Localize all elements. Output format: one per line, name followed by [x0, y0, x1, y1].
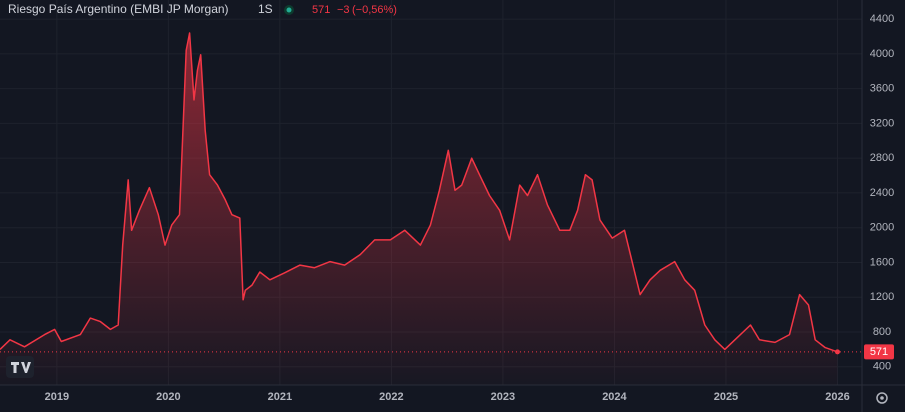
status-dot — [286, 7, 292, 13]
chart-title: Riesgo País Argentino (EMBI JP Morgan) — [8, 2, 229, 16]
area-fill — [0, 33, 838, 385]
last-price-label: 571 — [870, 346, 888, 358]
header-last: 571 — [312, 4, 330, 16]
y-tick-label: 4000 — [870, 48, 894, 60]
y-tick-label: 3200 — [870, 117, 894, 129]
header-change-percent: (−0,56%) — [352, 4, 397, 16]
y-tick-label: 800 — [873, 326, 891, 338]
line — [0, 32, 838, 353]
x-tick-label: 2020 — [156, 391, 180, 403]
y-tick-label: 3600 — [870, 83, 894, 95]
interval: 1S — [258, 2, 273, 16]
settings-icon[interactable] — [876, 392, 888, 404]
plot — [0, 32, 862, 385]
y-tick-label: 4400 — [870, 13, 894, 25]
last-price-box — [864, 344, 894, 360]
axes: 400 800 1200 1600 2000 2400 2800 3200 3600 4000 44… — [45, 13, 895, 403]
y-tick-label: 2000 — [870, 222, 894, 234]
y-tick-label: 400 — [873, 361, 891, 373]
y-tick-label: 1200 — [870, 291, 894, 303]
y-tick-label: 2800 — [870, 152, 894, 164]
x-tick-label: 2025 — [714, 391, 738, 403]
x-tick-label: 2021 — [268, 391, 292, 403]
y-tick-label: 1600 — [870, 256, 894, 268]
x-tick-label: 2026 — [825, 391, 849, 403]
x-tick-label: 2024 — [602, 391, 627, 403]
header-change: −3 — [337, 4, 350, 16]
last-point — [834, 349, 840, 355]
x-tick-label: 2019 — [45, 391, 69, 403]
tv-logo — [6, 356, 34, 378]
x-tick-label: 2022 — [379, 391, 403, 403]
x-tick-label: 2023 — [491, 391, 515, 403]
y-tick-label: 2400 — [870, 187, 894, 199]
